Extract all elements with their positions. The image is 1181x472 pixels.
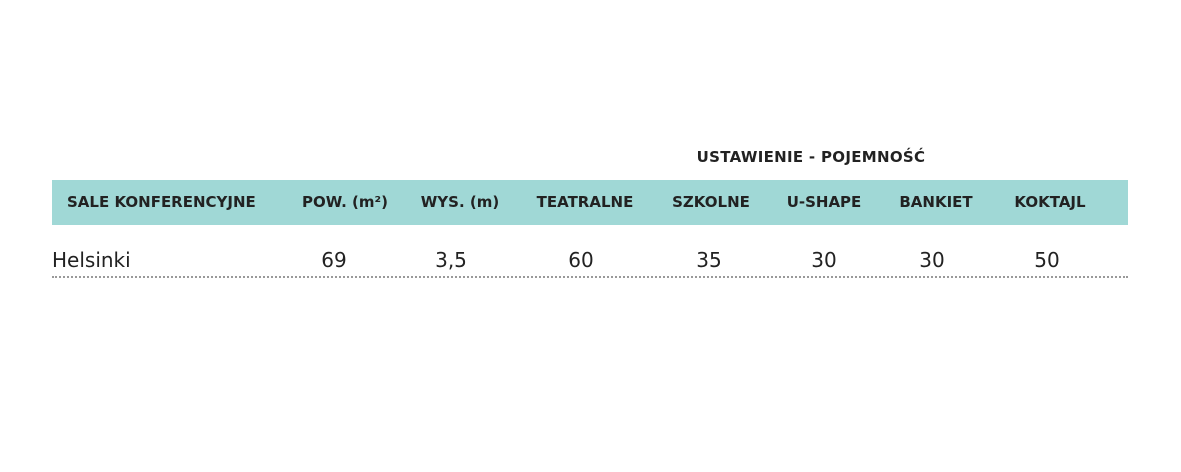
column-header: POW. (m²) bbox=[302, 193, 388, 211]
table-cell: 30 bbox=[811, 248, 837, 272]
column-header: SALE KONFERENCYJNE bbox=[67, 193, 256, 211]
column-header: WYS. (m) bbox=[420, 193, 500, 211]
column-header: SZKOLNE bbox=[672, 193, 750, 211]
table-cell: 30 bbox=[919, 248, 945, 272]
table-cell: 60 bbox=[568, 248, 594, 272]
room-name: Helsinki bbox=[52, 248, 131, 272]
column-header: TEATRALNE bbox=[536, 193, 634, 211]
column-header: U-SHAPE bbox=[786, 193, 862, 211]
table-cell: 69 bbox=[321, 248, 347, 272]
column-header: BANKIET bbox=[899, 193, 973, 211]
table-cell: 3,5 bbox=[435, 248, 467, 272]
group-header: USTAWIENIE - POJEMNOŚĆ bbox=[696, 148, 926, 166]
table-cell: 50 bbox=[1034, 248, 1060, 272]
row-divider bbox=[52, 276, 1128, 278]
header-bar bbox=[52, 180, 1128, 225]
table-cell: 35 bbox=[696, 248, 722, 272]
column-header: KOKTAJL bbox=[1014, 193, 1086, 211]
